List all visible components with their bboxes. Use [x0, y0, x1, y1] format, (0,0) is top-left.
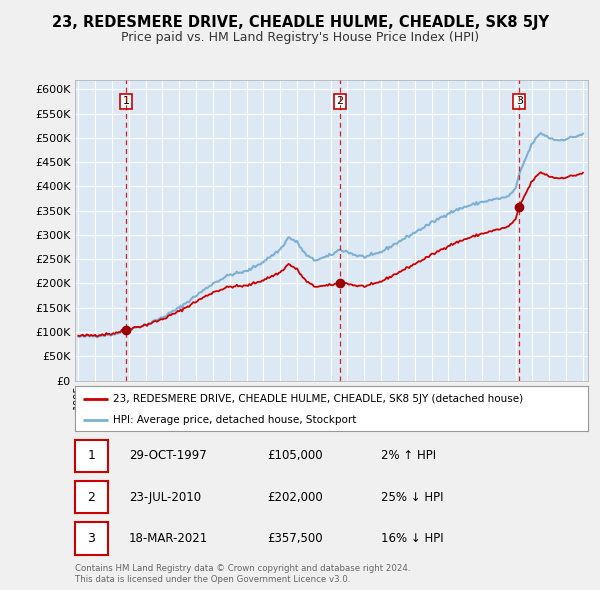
Text: 23-JUL-2010: 23-JUL-2010 [129, 490, 201, 504]
Text: 2: 2 [337, 97, 343, 106]
Text: Contains HM Land Registry data © Crown copyright and database right 2024.: Contains HM Land Registry data © Crown c… [75, 565, 410, 573]
Text: 3: 3 [88, 532, 95, 545]
Text: 23, REDESMERE DRIVE, CHEADLE HULME, CHEADLE, SK8 5JY: 23, REDESMERE DRIVE, CHEADLE HULME, CHEA… [52, 15, 548, 30]
Text: 1: 1 [88, 449, 95, 463]
Text: £105,000: £105,000 [267, 449, 323, 463]
Text: 1: 1 [122, 97, 130, 106]
Text: 18-MAR-2021: 18-MAR-2021 [129, 532, 208, 545]
Text: 25% ↓ HPI: 25% ↓ HPI [381, 490, 443, 504]
Text: 2% ↑ HPI: 2% ↑ HPI [381, 449, 436, 463]
Text: 2: 2 [88, 490, 95, 504]
Text: £357,500: £357,500 [267, 532, 323, 545]
Text: £202,000: £202,000 [267, 490, 323, 504]
Text: HPI: Average price, detached house, Stockport: HPI: Average price, detached house, Stoc… [113, 415, 357, 425]
Text: 16% ↓ HPI: 16% ↓ HPI [381, 532, 443, 545]
Text: 23, REDESMERE DRIVE, CHEADLE HULME, CHEADLE, SK8 5JY (detached house): 23, REDESMERE DRIVE, CHEADLE HULME, CHEA… [113, 394, 524, 404]
Text: 3: 3 [516, 97, 523, 106]
Text: 29-OCT-1997: 29-OCT-1997 [129, 449, 207, 463]
Text: Price paid vs. HM Land Registry's House Price Index (HPI): Price paid vs. HM Land Registry's House … [121, 31, 479, 44]
Text: This data is licensed under the Open Government Licence v3.0.: This data is licensed under the Open Gov… [75, 575, 350, 584]
